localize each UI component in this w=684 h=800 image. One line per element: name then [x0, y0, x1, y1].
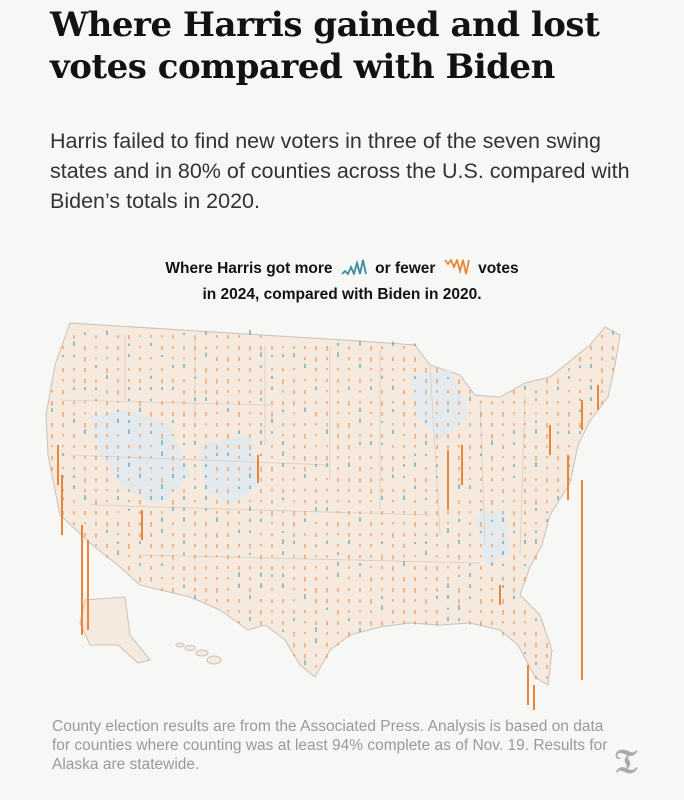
us-county-map	[45, 322, 621, 710]
contiguous-us-shape	[45, 322, 621, 686]
state-borders	[59, 335, 526, 564]
loss-spikes-icon	[444, 259, 470, 275]
headline: Where Harris gained and lost votes compa…	[50, 5, 600, 87]
legend-fewer-label: or fewer	[375, 260, 436, 277]
legend: Where Harris got more or fewer votes in …	[0, 256, 684, 308]
legend-line-2: in 2024, compared with Biden in 2020.	[202, 286, 482, 303]
alaska-shape	[79, 596, 151, 664]
source-footnote: County election results are from the Ass…	[52, 718, 608, 773]
gain-spikes-icon	[341, 259, 367, 275]
legend-votes-label: votes	[478, 260, 519, 277]
map-land	[45, 322, 621, 686]
nyt-t-logo-icon: 𝔗	[614, 742, 638, 782]
dek: Harris failed to find new voters in thre…	[50, 129, 630, 213]
vote-change-spikes	[51, 330, 614, 710]
hawaii-shape	[175, 642, 222, 665]
legend-more-label: Where Harris got more	[165, 260, 333, 277]
